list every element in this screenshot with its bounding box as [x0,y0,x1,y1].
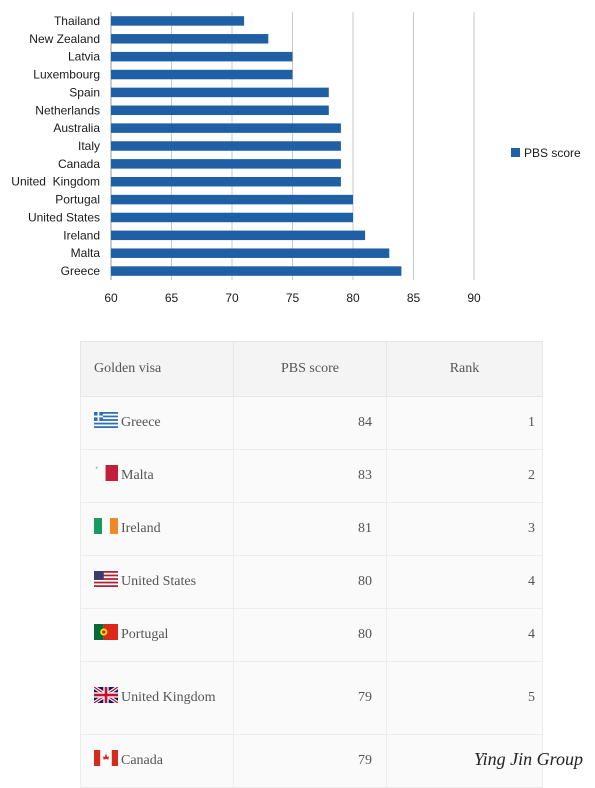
pbs-score-cell: 80 [233,555,387,609]
country-name: Ireland [121,521,161,536]
category-label: United Kingdom [11,175,100,189]
category-label: Italy [78,139,100,153]
table-row: United Kingdom 79 5 [80,661,543,735]
portugal-flag-icon [94,624,118,640]
country-name: Canada [121,753,163,768]
country-name: Greece [121,415,161,430]
category-label: Latvia [68,50,100,64]
x-tick-label: 90 [467,291,481,305]
rank-cell: 2 [386,449,543,503]
canada-flag-icon [94,750,118,766]
pbs-score-cell: 80 [233,608,387,662]
chart-legend: PBS score [511,146,581,160]
bar [111,230,366,241]
bar [111,34,269,44]
category-label: Thailand [54,14,100,28]
rank-cell [386,734,543,788]
pbs-score-cell: 83 [233,449,387,503]
rank-cell: 4 [386,555,543,609]
country-name: United States [121,574,197,589]
greece-flag-icon [94,412,118,428]
pbs-bar-chart: Thailand New Zealand Latvia Luxembourg Spain… [11,12,581,305]
x-tick-label: 70 [225,291,239,305]
ireland-flag-icon [94,518,118,534]
header-pbs-score: PBS score [233,341,387,397]
watermark-logo: Ying Jin Group [473,749,583,769]
table-row: Malta 83 2 [80,449,543,503]
malta-flag-icon [94,465,118,481]
table-row: Greece 84 1 [80,396,543,450]
x-tick-label: 65 [165,291,179,305]
pbs-score-cell: 81 [233,502,387,556]
pbs-score-cell: 79 [233,661,387,735]
country-name: United Kingdom [121,690,216,705]
category-label-layer: Thailand New Zealand Latvia Luxembourg Spain… [11,14,100,278]
category-label: United States [28,210,100,224]
header-rank: Rank [386,341,543,397]
pbs-score-cell: 84 [233,396,387,450]
header-golden-visa: Golden visa [80,341,234,397]
bar [111,248,390,258]
table-row: Ireland 81 3 [80,502,543,556]
tick-label-layer: 60 65 70 75 80 85 90 [104,291,481,305]
usa-flag-icon [94,571,118,587]
category-label: Malta [71,246,101,260]
x-tick-label: 80 [346,291,360,305]
bar [111,266,402,276]
bar [111,212,353,223]
category-label: New Zealand [29,32,100,46]
rank-cell: 1 [386,396,543,450]
legend-swatch [511,148,520,157]
rank-cell: 4 [386,608,543,662]
x-tick-label: 85 [407,291,421,305]
pbs-score-cell: 79 [233,734,387,788]
bar [111,87,329,98]
legend-label: PBS score [524,146,581,160]
bar-layer [111,16,402,276]
table-header-row: Golden visa PBS score Rank [80,341,543,397]
category-label: Greece [61,264,101,278]
bar [111,141,341,151]
x-tick-label: 75 [286,291,300,305]
bar [111,16,245,26]
category-label: Luxembourg [33,68,100,82]
category-label: Canada [58,157,100,171]
country-name: Malta [121,468,154,483]
category-label: Ireland [63,228,100,242]
table-row: Portugal 80 4 [80,608,543,662]
table-row: United States 80 4 [80,555,543,609]
golden-visa-table-container: Golden visa PBS score Rank [80,341,543,788]
bar [111,105,329,116]
x-tick-label: 60 [104,291,118,305]
category-label: Portugal [55,193,100,207]
golden-visa-table: Golden visa PBS score Rank [80,341,543,788]
bar [111,176,341,187]
country-name: Portugal [121,627,169,642]
category-label: Netherlands [35,103,100,117]
rank-cell: 3 [386,502,543,556]
category-label: Australia [53,121,100,135]
bar [111,123,341,133]
bar [111,194,353,205]
category-label: Spain [69,85,100,99]
rank-cell: 5 [386,661,543,735]
bar [111,159,341,169]
bar [111,69,293,80]
uk-flag-icon [94,687,118,703]
bar [111,51,293,62]
